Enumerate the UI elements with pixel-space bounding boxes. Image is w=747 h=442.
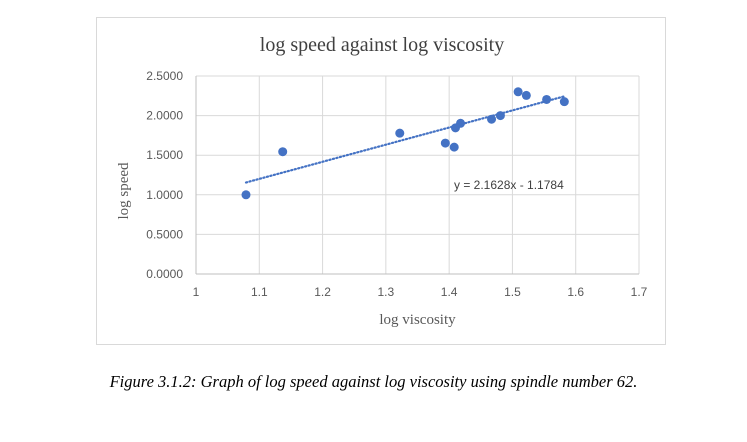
x-tick-label: 1.5 <box>504 285 521 299</box>
chart-frame: 1 1.1 1.2 1.3 1.4 1.5 1.6 1.7 0.0000 0.5000 1.0000… <box>96 17 666 345</box>
data-point <box>278 147 288 157</box>
x-tick-label: 1 <box>193 285 200 299</box>
axes <box>195 76 639 275</box>
x-tick-label: 1.6 <box>567 285 584 299</box>
data-point <box>542 94 552 104</box>
data-points <box>241 87 569 200</box>
y-tick-label: 2.0000 <box>146 109 183 123</box>
data-point <box>495 111 505 121</box>
trendline-layer <box>244 95 566 184</box>
data-point <box>395 128 405 138</box>
x-axis-label: log viscosity <box>379 312 456 328</box>
chart-title: log speed against log viscosity <box>260 34 504 56</box>
data-point <box>559 97 569 107</box>
y-tick-label: 1.5000 <box>146 148 183 162</box>
chart-text: 1 1.1 1.2 1.3 1.4 1.5 1.6 1.7 0.0000 0.5000 1.0000… <box>116 34 648 328</box>
data-point <box>449 142 459 152</box>
data-point <box>440 138 450 148</box>
x-tick-label: 1.2 <box>314 285 331 299</box>
data-point <box>487 114 497 124</box>
scatter-chart: 1 1.1 1.2 1.3 1.4 1.5 1.6 1.7 0.0000 0.5000 1.0000… <box>116 34 648 328</box>
y-axis-label: log speed <box>116 162 132 220</box>
x-tick-label: 1.3 <box>378 285 395 299</box>
x-tick-label: 1.7 <box>631 285 648 299</box>
data-point <box>456 118 466 128</box>
data-point <box>521 90 531 100</box>
y-tick-label: 0.5000 <box>146 227 183 241</box>
y-tick-label: 2.5000 <box>146 69 183 83</box>
data-point <box>513 87 523 97</box>
y-tick-label: 0.0000 <box>146 267 183 281</box>
y-tick-label: 1.0000 <box>146 188 183 202</box>
figure-caption: Figure 3.1.2: Graph of log speed against… <box>109 372 638 391</box>
grid-lines <box>195 75 640 275</box>
x-tick-label: 1.1 <box>251 285 268 299</box>
trendline-equation: y = 2.1628x - 1.1784 <box>454 178 564 192</box>
data-point <box>241 190 251 200</box>
trendline <box>244 95 566 184</box>
x-tick-label: 1.4 <box>441 285 458 299</box>
